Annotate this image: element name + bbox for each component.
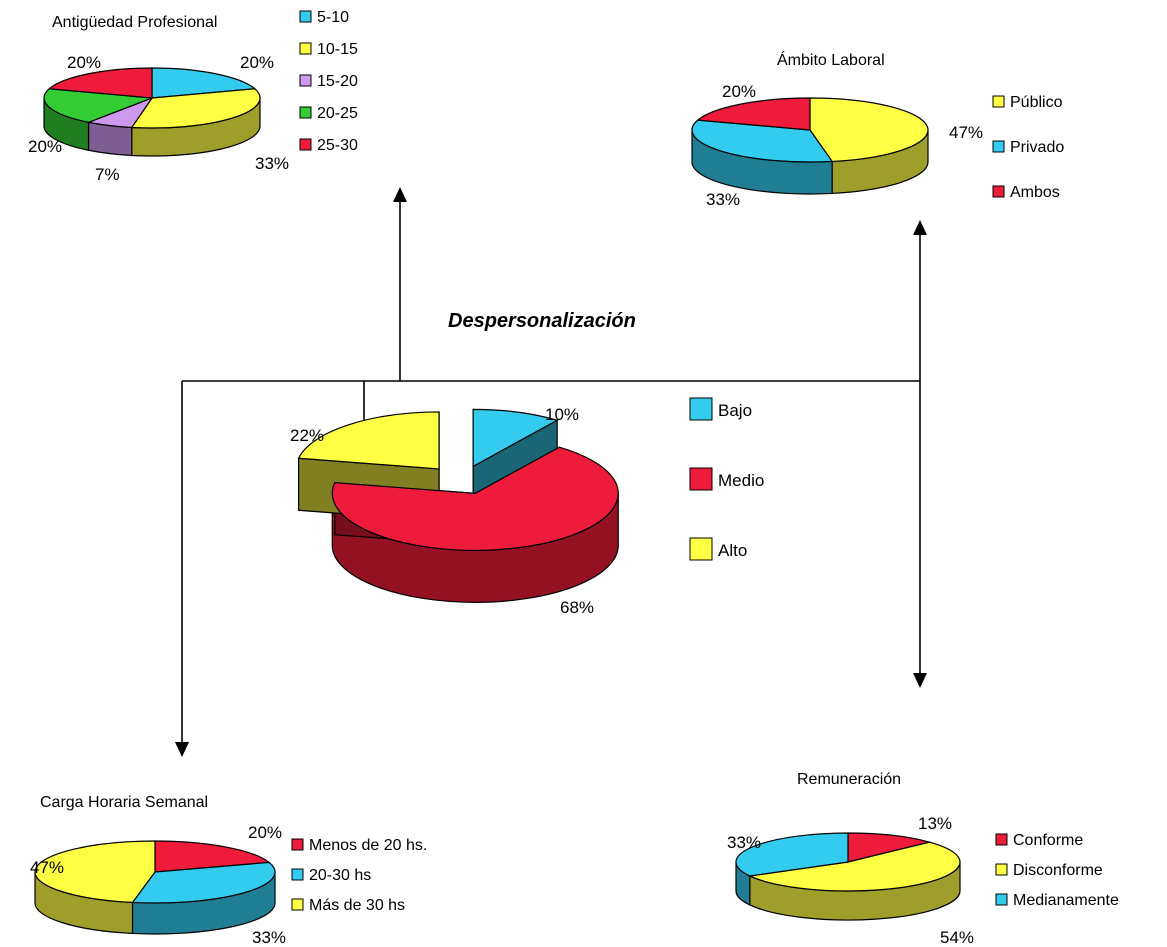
legend-swatch-antiguedad-2 — [299, 74, 312, 87]
legend-swatch-carga-1 — [291, 868, 304, 881]
legend-label-carga-2: Más de 30 hs — [309, 897, 405, 914]
legend-swatch-antiguedad-3 — [299, 106, 312, 119]
arrow-up-right-icon — [913, 220, 927, 235]
legend-label-remuneracion-2: Medianamente — [1013, 892, 1119, 909]
pie-tops-antiguedad — [43, 67, 261, 129]
legend-swatch-remuneracion-2 — [995, 893, 1008, 906]
legend-label-main-2: Alto — [718, 541, 747, 560]
pie-slice-carga-m-s-de-30-hs — [34, 840, 156, 904]
pct-label-main-0: 10% — [545, 405, 579, 424]
legend-label-antiguedad-0: 5-10 — [317, 9, 349, 26]
legend-swatch-carga-2 — [291, 898, 304, 911]
legend-label-ambito-2: Ambos — [1010, 184, 1060, 201]
pie-slice-remuneracion-disconforme — [747, 841, 961, 892]
arrow-down-right-icon — [913, 673, 927, 688]
chart-title-remuneracion: Remuneración — [797, 771, 901, 788]
legend-swatch-antiguedad-4 — [299, 138, 312, 151]
pct-label-ambito-1: 33% — [706, 190, 740, 209]
legend-label-carga-1: 20-30 hs — [309, 867, 371, 884]
chart-title-ambito: Ámbito Laboral — [777, 50, 885, 69]
pie-chart-main: Bajo Medio Alto — [297, 397, 764, 603]
legend-label-antiguedad-3: 20-25 — [317, 105, 358, 122]
legend-swatch-main-2 — [689, 537, 713, 561]
pie-tops-ambito — [691, 97, 929, 163]
pct-label-remuneracion-2: 33% — [727, 833, 761, 852]
legend-label-remuneracion-0: Conforme — [1013, 832, 1083, 849]
pct-label-antiguedad-2: 7% — [95, 165, 120, 184]
pie-slice-main-alto — [297, 411, 440, 470]
pct-label-carga-0: 20% — [248, 823, 282, 842]
pie-slice-ambito-privado — [691, 119, 834, 163]
pie-slice-remuneracion-conforme — [847, 832, 933, 863]
legend-swatch-ambito-2 — [992, 185, 1005, 198]
pct-label-antiguedad-1: 33% — [255, 154, 289, 173]
pct-label-main-2: 22% — [290, 426, 324, 445]
legend-remuneracion: Conforme Disconforme Medianamente — [995, 832, 1119, 909]
legend-label-ambito-0: Público — [1010, 94, 1063, 111]
legend-swatch-main-0 — [689, 397, 713, 421]
arrow-up-left-icon — [393, 187, 407, 202]
pct-label-main-1: 68% — [560, 598, 594, 617]
pct-label-carga-2: 47% — [30, 858, 64, 877]
pie-slice-remuneracion-medianamente — [735, 832, 849, 877]
legend-swatch-main-1 — [689, 467, 713, 491]
pie-slice-carga-20-30-hs — [131, 861, 276, 904]
legend-label-antiguedad-4: 25-30 — [317, 137, 358, 154]
legend-label-main-0: Bajo — [718, 401, 752, 420]
legend-label-antiguedad-1: 10-15 — [317, 41, 358, 58]
legend-swatch-carga-0 — [291, 838, 304, 851]
pie-sides-antiguedad — [43, 97, 261, 157]
pct-label-antiguedad-0: 20% — [240, 53, 274, 72]
center-title: Despersonalización — [448, 310, 636, 332]
legend-swatch-antiguedad-0 — [299, 10, 312, 23]
pct-label-ambito-0: 47% — [949, 123, 983, 142]
pie-tops-main — [297, 408, 619, 551]
legend-label-ambito-1: Privado — [1010, 139, 1064, 156]
chart-title-antiguedad: Antigüedad Profesional — [52, 14, 217, 31]
pie-chart-ambito: Público Privado Ambos — [691, 94, 1064, 201]
legend-carga: Menos de 20 hs. 20-30 hs Más de 30 hs — [291, 837, 427, 914]
legend-label-carga-0: Menos de 20 hs. — [309, 837, 427, 854]
pie-slice-main-bajo — [472, 408, 559, 468]
legend-swatch-ambito-1 — [992, 140, 1005, 153]
legend-main: Bajo Medio Alto — [689, 397, 764, 561]
pie-sides-carga — [34, 871, 276, 935]
legend-swatch-antiguedad-1 — [299, 42, 312, 55]
pct-label-antiguedad-4: 20% — [67, 53, 101, 72]
pie-chart-remuneracion: Conforme Disconforme Medianamente — [735, 832, 1119, 921]
pie-slice-antiguedad-10-15 — [130, 88, 261, 129]
pie-tops-remuneracion — [735, 832, 961, 892]
pct-label-ambito-2: 20% — [722, 82, 756, 101]
legend-swatch-remuneracion-1 — [995, 863, 1008, 876]
pct-label-remuneracion-1: 54% — [940, 928, 974, 947]
pie-chart-carga: Menos de 20 hs. 20-30 hs Más de 30 hs — [34, 837, 427, 935]
legend-ambito: Público Privado Ambos — [992, 94, 1064, 201]
pie-slice-main-medio — [331, 446, 619, 551]
pct-label-antiguedad-3: 20% — [28, 137, 62, 156]
pie-slice-ambito-p-blico — [809, 97, 929, 163]
pie-slice-antiguedad-25-30 — [47, 67, 153, 99]
pct-label-remuneracion-0: 13% — [918, 814, 952, 833]
legend-antiguedad: 5-10 10-15 15-20 20-25 25-30 — [299, 9, 358, 154]
legend-label-antiguedad-2: 15-20 — [317, 73, 358, 90]
connector-lines — [175, 187, 927, 757]
pie-chart-antiguedad: 5-10 10-15 15-20 20-25 25-30 — [43, 9, 358, 157]
pie-slice-antiguedad-20-25 — [43, 88, 153, 123]
pct-label-carga-1: 33% — [252, 928, 286, 947]
legend-swatch-ambito-0 — [992, 95, 1005, 108]
legend-label-main-1: Medio — [718, 471, 764, 490]
chart-title-carga: Carga Horaria Semanal — [40, 794, 208, 811]
pie-tops-carga — [34, 840, 276, 904]
arrow-down-left-icon — [175, 742, 189, 757]
pie-slice-ambito-ambos — [696, 97, 811, 131]
legend-label-remuneracion-1: Disconforme — [1013, 862, 1103, 879]
legend-swatch-remuneracion-0 — [995, 833, 1008, 846]
